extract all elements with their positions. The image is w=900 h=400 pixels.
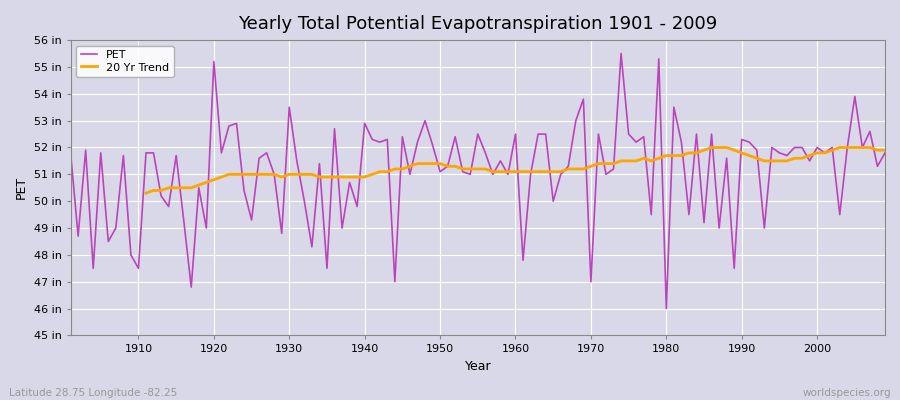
- Line: 20 Yr Trend: 20 Yr Trend: [146, 148, 885, 193]
- 20 Yr Trend: [140, 191, 151, 196]
- PET: [616, 51, 626, 56]
- PET: [292, 158, 302, 163]
- 20 Yr Trend: [706, 145, 717, 150]
- PET: [661, 306, 671, 311]
- 20 Yr Trend: [367, 172, 378, 177]
- Text: worldspecies.org: worldspecies.org: [803, 388, 891, 398]
- 20 Yr Trend: [510, 169, 521, 174]
- Title: Yearly Total Potential Evapotranspiration 1901 - 2009: Yearly Total Potential Evapotranspiratio…: [238, 15, 717, 33]
- PET: [600, 172, 611, 177]
- PET: [502, 172, 513, 177]
- 20 Yr Trend: [314, 175, 325, 180]
- 20 Yr Trend: [729, 148, 740, 152]
- PET: [65, 150, 76, 155]
- PET: [125, 252, 136, 257]
- X-axis label: Year: Year: [464, 360, 491, 373]
- Y-axis label: PET: PET: [15, 176, 28, 199]
- Line: PET: PET: [70, 54, 885, 308]
- PET: [879, 150, 890, 155]
- 20 Yr Trend: [337, 175, 347, 180]
- 20 Yr Trend: [533, 169, 544, 174]
- 20 Yr Trend: [879, 148, 890, 152]
- PET: [337, 226, 347, 230]
- Legend: PET, 20 Yr Trend: PET, 20 Yr Trend: [76, 46, 174, 77]
- Text: Latitude 28.75 Longitude -82.25: Latitude 28.75 Longitude -82.25: [9, 388, 177, 398]
- PET: [510, 132, 521, 136]
